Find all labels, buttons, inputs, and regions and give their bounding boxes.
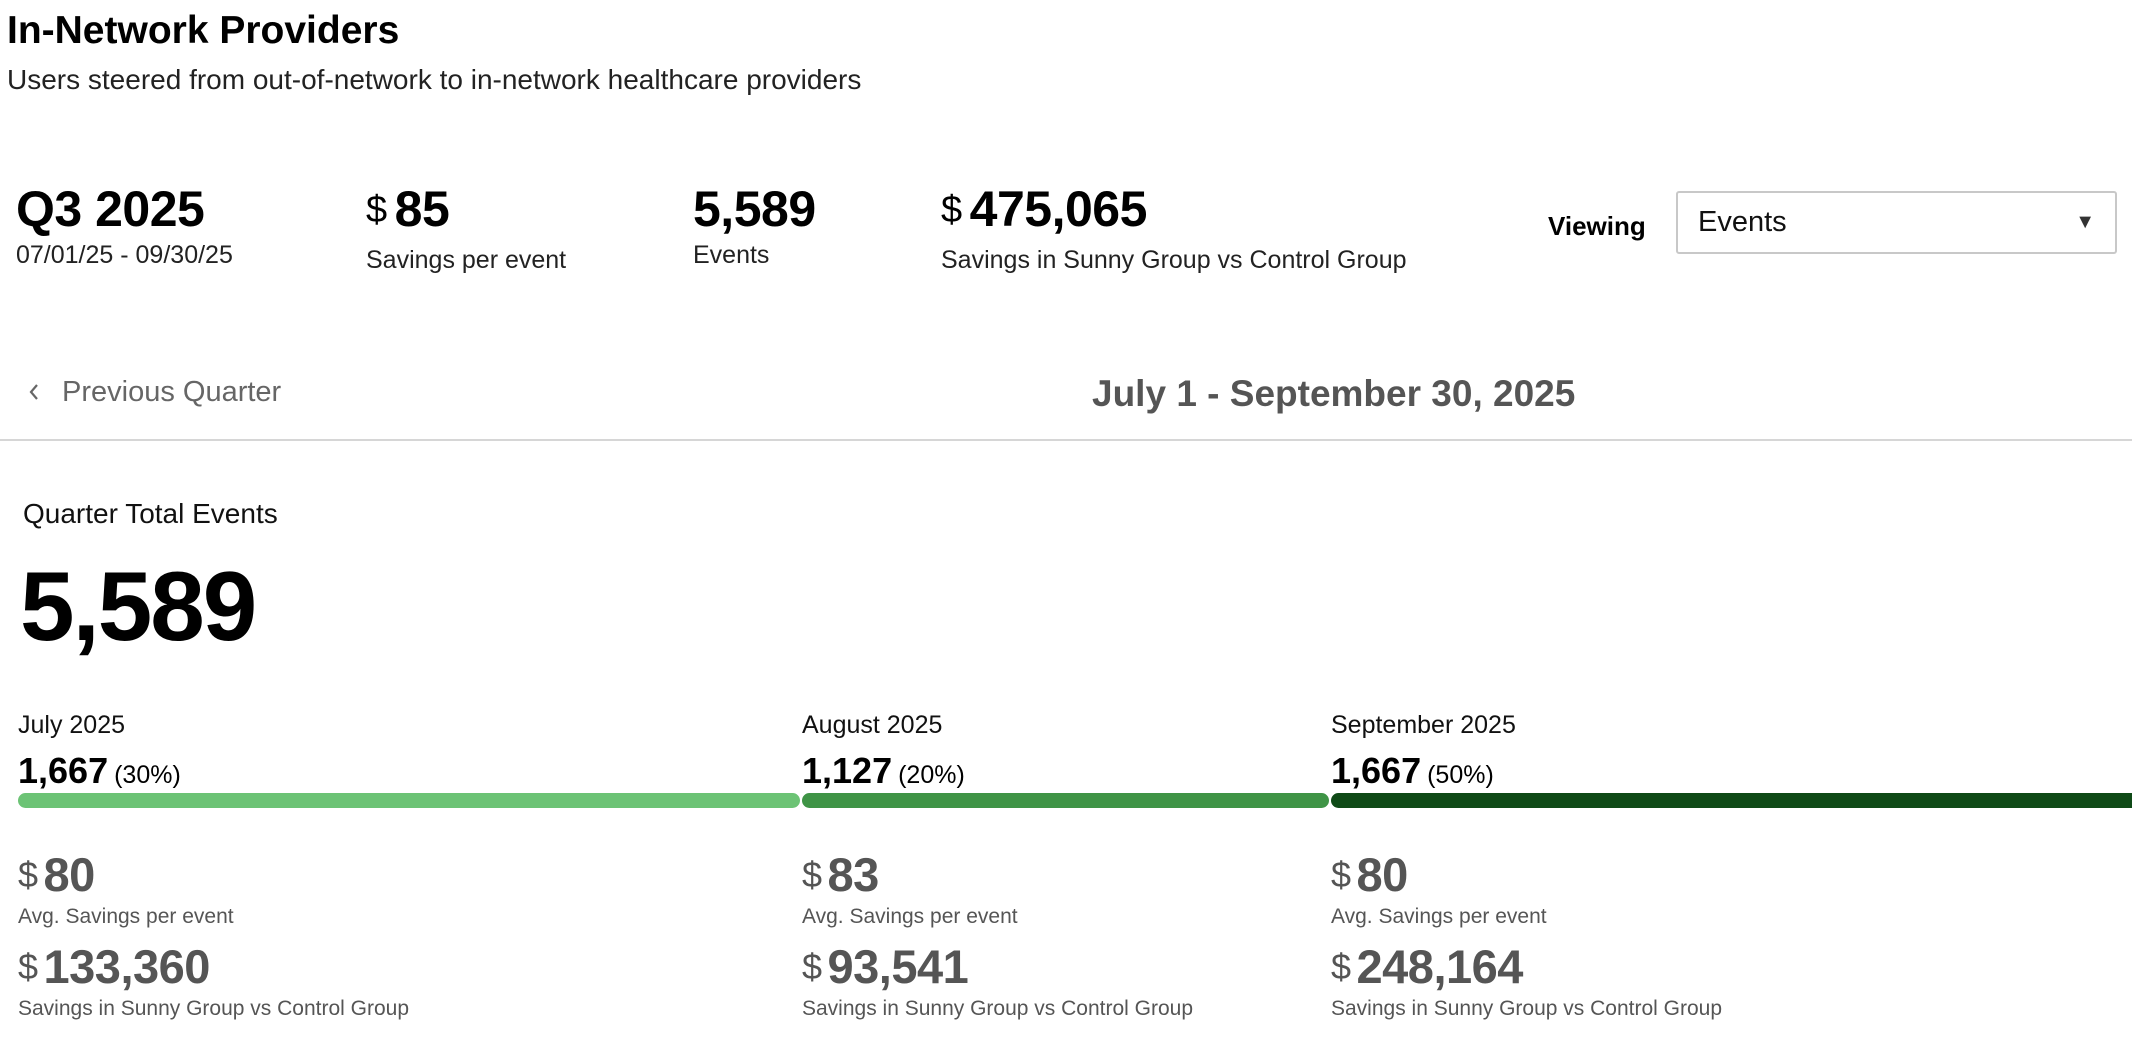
savings-per-event-label: Savings per event: [366, 246, 567, 274]
month-percentage: (30%): [114, 761, 181, 789]
currency-symbol: $: [18, 854, 38, 895]
bar-segment-september: [1331, 793, 2132, 808]
caret-down-icon: ▼: [2075, 211, 2095, 233]
currency-symbol: $: [1331, 946, 1351, 987]
avg-savings-label: Avg. Savings per event: [18, 905, 234, 928]
divider: [0, 439, 2132, 441]
kpi-total-savings: $475,065 Savings in Sunny Group vs Contr…: [941, 180, 1407, 275]
kpi-savings-per-event: $85 Savings per event: [366, 180, 566, 275]
group-savings-value: 133,360: [43, 940, 211, 993]
kpi-quarter: Q3 2025 07/01/25 - 09/30/25: [16, 180, 233, 270]
currency-symbol: $: [802, 854, 822, 895]
quarter-date-range: 07/01/25 - 09/30/25: [16, 241, 233, 269]
month-column-september: September 2025 1,667 (50%) $80 Avg. Savin…: [1331, 710, 1722, 1022]
month-event-count: 1,127: [802, 750, 893, 791]
avg-savings-label: Avg. Savings per event: [802, 905, 1018, 928]
currency-symbol: $: [941, 189, 962, 231]
page-subtitle: Users steered from out-of-network to in-…: [7, 64, 862, 95]
month-column-august: August 2025 1,127 (20%) $83 Avg. Savings …: [802, 710, 1193, 1022]
total-savings-value: 475,065: [969, 181, 1148, 237]
avg-savings-label: Avg. Savings per event: [1331, 905, 1547, 928]
currency-symbol: $: [1331, 854, 1351, 895]
group-savings-label: Savings in Sunny Group vs Control Group: [18, 997, 410, 1020]
month-name: August 2025: [802, 711, 943, 739]
events-label: Events: [693, 241, 770, 269]
previous-quarter-button[interactable]: Previous Quarter: [28, 374, 281, 410]
month-column-july: July 2025 1,667 (30%) $80 Avg. Savings pe…: [18, 710, 409, 1022]
currency-symbol: $: [802, 946, 822, 987]
viewing-label: Viewing: [1548, 211, 1646, 241]
bar-segment-august: [802, 793, 1329, 808]
kpi-events: 5,589 Events: [693, 180, 816, 270]
avg-savings-value: 80: [1356, 848, 1409, 901]
savings-per-event-value: 85: [394, 181, 450, 237]
currency-symbol: $: [18, 946, 38, 987]
page-title: In-Network Providers: [7, 9, 400, 52]
group-savings-label: Savings in Sunny Group vs Control Group: [802, 997, 1194, 1020]
month-name: July 2025: [18, 711, 126, 739]
total-savings-label: Savings in Sunny Group vs Control Group: [941, 246, 1407, 274]
avg-savings-value: 80: [43, 848, 96, 901]
bar-segment-july: [18, 793, 800, 808]
period-title: July 1 - September 30, 2025: [1092, 373, 1576, 414]
month-event-count: 1,667: [18, 750, 109, 791]
quarter-label: Q3 2025: [16, 181, 205, 237]
viewing-selected-value: Events: [1698, 206, 1787, 238]
chevron-left-icon: [29, 384, 38, 400]
avg-savings-value: 83: [827, 848, 880, 901]
group-savings-value: 93,541: [827, 940, 969, 993]
previous-quarter-label: Previous Quarter: [62, 376, 282, 408]
month-name: September 2025: [1331, 711, 1516, 739]
month-event-count: 1,667: [1331, 750, 1422, 791]
currency-symbol: $: [366, 189, 387, 231]
group-savings-value: 248,164: [1356, 940, 1524, 993]
quarter-total-label: Quarter Total Events: [23, 498, 278, 529]
month-percentage: (50%): [1427, 761, 1494, 789]
month-percentage: (20%): [898, 761, 965, 789]
quarter-total-value: 5,589: [20, 551, 257, 661]
group-savings-label: Savings in Sunny Group vs Control Group: [1331, 997, 1723, 1020]
events-value: 5,589: [693, 181, 816, 237]
viewing-select[interactable]: Events ▼: [1676, 191, 2117, 254]
